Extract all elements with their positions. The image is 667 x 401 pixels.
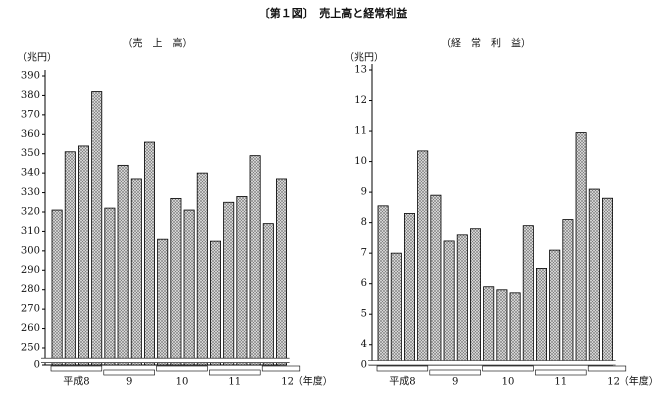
group-bracket [482,365,534,372]
group-bracket [156,365,208,372]
y-tick-label: 300 [21,245,40,256]
y-tick-label: 0 [361,360,367,371]
x-group-label: 9 [452,377,458,388]
y-tick-label: 6 [361,278,367,289]
bar [549,249,561,366]
bar [117,164,129,366]
bar [78,145,90,366]
axis-break [41,358,290,363]
y-tick-label: 13 [354,65,367,76]
y-tick-label: 340 [21,168,40,179]
bar [157,238,169,366]
subtitle: （経 常 利 益） [441,37,531,50]
y-tick-label: 9 [361,187,367,198]
y-tick-label: 350 [21,148,40,159]
bar [443,240,455,366]
y-tick-label: 360 [21,129,40,140]
bar [469,228,481,366]
bar [183,209,195,366]
y-tick-label: 330 [21,187,40,198]
x-group-label: 12 [281,377,294,388]
y-tick-label: 290 [21,265,40,276]
bar [588,188,600,366]
bar [196,172,208,366]
bar [275,178,287,366]
bar [536,268,548,366]
bar [64,151,76,366]
bar [509,292,521,366]
y-tick-label: 12 [354,95,367,106]
y-tick-label: 260 [21,323,40,334]
bar [403,213,415,366]
x-group-label: 平成8 [389,376,415,388]
group-bracket [587,365,627,372]
y-tick-label: 370 [21,109,40,120]
bar [130,178,142,366]
bar [377,205,389,366]
subtitle: （売 上 高） [123,37,193,50]
x-group-label: 11 [554,377,567,388]
bar [602,197,614,366]
chart-title: 〔第１図〕 売上高と経常利益 [259,6,408,20]
y-tick-label: 4 [361,339,367,350]
bar [483,286,495,366]
bar [104,207,116,366]
y-tick-label: 250 [21,342,40,353]
group-bracket [50,365,103,372]
bar [223,201,235,366]
bar [249,155,261,366]
bar [91,91,103,366]
bar [209,240,221,366]
group-bracket [261,365,301,372]
y-tick-label: 10 [354,156,367,167]
y-tick-label: 270 [21,304,40,315]
bar [496,289,508,366]
axis-break [368,360,616,365]
y-tick-label: 280 [21,284,40,295]
bar [575,132,587,366]
x-unit: （年度） [293,375,333,388]
x-group-label: 12 [607,377,620,388]
group-bracket [429,369,481,376]
group-bracket [103,369,155,376]
y-tick-label: 310 [21,226,40,237]
bar [522,225,534,366]
y-tick-label: 0 [34,360,40,371]
x-unit: （年度） [619,375,659,388]
bar [456,234,468,366]
group-bracket [209,369,261,376]
bar [417,150,429,366]
bar [262,223,274,366]
bar [143,141,155,366]
bar [170,197,182,366]
y-tick-label: 390 [21,71,40,82]
y-unit: （兆円） [344,52,384,64]
x-group-label: 9 [126,377,132,388]
group-bracket [535,369,587,376]
y-tick-label: 320 [21,206,40,217]
y-unit: （兆円） [17,52,57,64]
y-tick-label: 7 [361,248,367,259]
bar [51,209,63,366]
x-group-label: 10 [502,377,515,388]
x-group-label: 10 [176,377,189,388]
y-tick-label: 11 [354,126,367,137]
bar [390,252,402,366]
bar [236,196,248,366]
bar [430,194,442,366]
bar [562,219,574,366]
group-bracket [376,365,429,372]
y-tick-label: 5 [361,309,367,320]
x-group-label: 11 [228,377,241,388]
y-tick-label: 8 [361,217,367,228]
y-tick-label: 380 [21,90,40,101]
x-group-label: 平成8 [63,376,89,388]
